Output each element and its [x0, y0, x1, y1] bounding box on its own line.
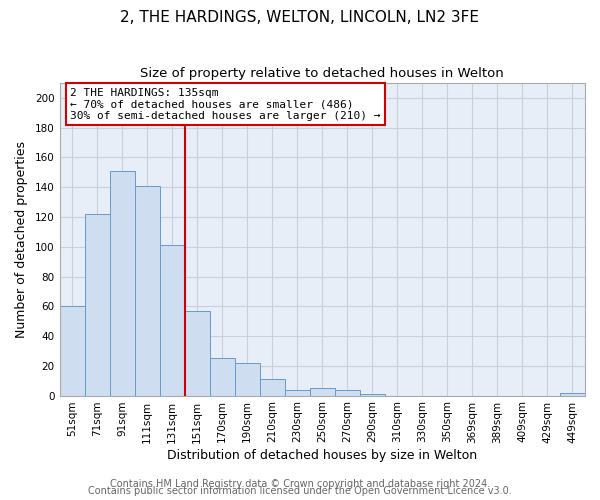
- Bar: [335, 390, 360, 396]
- Bar: [160, 246, 185, 396]
- Bar: [360, 394, 385, 396]
- Y-axis label: Number of detached properties: Number of detached properties: [15, 141, 28, 338]
- Text: 2, THE HARDINGS, WELTON, LINCOLN, LN2 3FE: 2, THE HARDINGS, WELTON, LINCOLN, LN2 3F…: [121, 10, 479, 25]
- Text: 2 THE HARDINGS: 135sqm
← 70% of detached houses are smaller (486)
30% of semi-de: 2 THE HARDINGS: 135sqm ← 70% of detached…: [70, 88, 380, 121]
- Bar: [134, 186, 160, 396]
- Bar: [260, 379, 285, 396]
- Bar: [235, 363, 260, 396]
- Bar: [185, 310, 209, 396]
- X-axis label: Distribution of detached houses by size in Welton: Distribution of detached houses by size …: [167, 450, 478, 462]
- Text: Contains public sector information licensed under the Open Government Licence v3: Contains public sector information licen…: [88, 486, 512, 496]
- Bar: [560, 392, 585, 396]
- Text: Contains HM Land Registry data © Crown copyright and database right 2024.: Contains HM Land Registry data © Crown c…: [110, 479, 490, 489]
- Bar: [59, 306, 85, 396]
- Bar: [110, 171, 134, 396]
- Bar: [209, 358, 235, 396]
- Bar: [85, 214, 110, 396]
- Bar: [285, 390, 310, 396]
- Title: Size of property relative to detached houses in Welton: Size of property relative to detached ho…: [140, 68, 504, 80]
- Bar: [310, 388, 335, 396]
